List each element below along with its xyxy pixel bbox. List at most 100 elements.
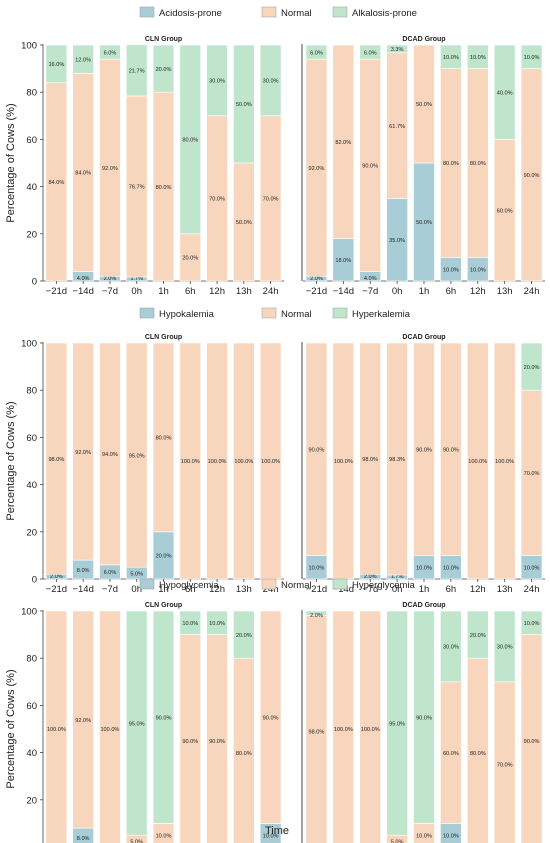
data-label: 90.0% <box>416 715 432 721</box>
data-label: 30.0% <box>443 645 459 651</box>
data-label: 100.0% <box>234 459 253 465</box>
panel-title: DCAD Group <box>402 334 445 341</box>
data-label: 6.0% <box>104 50 117 56</box>
data-label: 70.0% <box>524 471 540 477</box>
data-label: 10.0% <box>156 833 172 839</box>
legend-label-low: Acidosis-prone <box>159 8 222 19</box>
data-label: 95.0% <box>129 453 145 459</box>
bar-high <box>99 44 121 60</box>
bar-high <box>72 44 94 74</box>
x-tick-label: −14d <box>72 584 93 595</box>
data-label: 10.0% <box>416 833 432 839</box>
data-label: 80.0% <box>156 436 172 442</box>
data-label: 80.0% <box>236 751 252 757</box>
x-tick-label: 13h <box>236 286 252 297</box>
x-tick-label: 0h <box>392 286 403 297</box>
panel-title: CLN Group <box>145 602 182 609</box>
data-label: 6.0% <box>104 570 117 576</box>
data-label: 90.0% <box>209 739 225 745</box>
panel-title: DCAD Group <box>402 36 445 43</box>
y-tick-label: 100 <box>21 607 37 618</box>
x-tick-label: 24h <box>263 286 279 297</box>
chart-row-2: Hypokalemia Normal Hyperkalemia Percentage … <box>5 307 545 595</box>
y-tick-label: 0 <box>32 277 37 288</box>
x-tick-label: 24h <box>263 584 279 595</box>
x-tick-label: 1h <box>158 286 169 297</box>
data-label: 20.0% <box>470 633 486 639</box>
data-label: 10.0% <box>470 55 486 61</box>
y-tick-label: 80 <box>26 88 37 99</box>
legend-swatch-low <box>139 307 155 319</box>
bar-high <box>152 44 175 93</box>
cln-panel: CLN Group 2.0% 98.0% −21d 8.0% 92.0% −14d 6.0% 9… <box>42 334 284 595</box>
bar-high <box>520 342 543 391</box>
data-label: 8.0% <box>77 568 90 574</box>
y-axis-label: Percentage of Cows (%) <box>5 103 17 222</box>
cln-panel: CLN Group 84.0% 16.0% −21d 4.0% 84.0% 12.0% −14… <box>42 36 284 297</box>
x-tick-label: 13h <box>497 584 513 595</box>
data-label: 100.0% <box>495 459 514 465</box>
data-label: 30.0% <box>263 79 279 85</box>
x-tick-label: 13h <box>497 286 513 297</box>
x-tick-label: −14d <box>72 286 93 297</box>
x-tick-label: 12h <box>209 584 225 595</box>
bar-high <box>440 610 462 683</box>
data-label: 92.0% <box>102 166 118 172</box>
data-label: 2.0% <box>364 574 377 580</box>
data-label: 6.0% <box>364 50 377 56</box>
data-label: 90.0% <box>524 173 540 179</box>
bar-high <box>45 44 68 84</box>
y-tick-label: 40 <box>26 748 37 759</box>
data-label: 90.0% <box>443 447 459 453</box>
bar-high <box>259 44 282 117</box>
bar-normal <box>45 342 68 575</box>
bar-normal <box>440 342 462 556</box>
data-label: 20.0% <box>236 633 252 639</box>
data-label: 94.0% <box>102 452 118 458</box>
data-label: 90.0% <box>263 715 279 721</box>
data-label: 100.0% <box>47 727 66 733</box>
y-axis-label: Percentage of Cows (%) <box>5 669 17 788</box>
y-tick-label: 80 <box>26 386 37 397</box>
data-label: 10.0% <box>443 267 459 273</box>
data-label: 3.3% <box>391 47 404 53</box>
data-label: 4.0% <box>77 276 90 282</box>
legend-swatch-high <box>332 6 348 18</box>
data-label: 98.0% <box>309 730 325 736</box>
legend-label-high: Hyperglycemia <box>352 580 416 591</box>
data-label: 82.0% <box>335 140 351 146</box>
bar-high <box>125 610 148 836</box>
x-tick-label: −7d <box>362 584 378 595</box>
cln-panel: CLN Group100.0%−21d8.0%92.0%−14d100.0%−7… <box>42 602 282 843</box>
data-label: 10.0% <box>524 621 540 627</box>
data-label: 12.0% <box>75 57 91 63</box>
bar-high <box>413 610 435 824</box>
y-tick-label: 60 <box>26 135 37 146</box>
data-label: 90.0% <box>524 739 540 745</box>
data-label: 70.0% <box>209 197 225 203</box>
x-tick-label: 6h <box>185 584 196 595</box>
legend-swatch-low <box>139 6 155 18</box>
x-tick-label: −7d <box>362 286 378 297</box>
data-label: 80.0% <box>443 161 459 167</box>
x-tick-label: 0h <box>392 584 403 595</box>
bar-high <box>466 610 489 659</box>
bar-normal <box>413 342 435 556</box>
x-tick-label: 24h <box>524 286 540 297</box>
x-axis-label: Time <box>265 825 289 837</box>
x-tick-label: 12h <box>470 584 486 595</box>
bar-normal <box>332 44 355 239</box>
y-tick-label: 0 <box>32 575 37 586</box>
data-label: 50.0% <box>416 220 432 226</box>
legend: Hypoglycemia Normal Hyperglycemia <box>139 578 416 591</box>
data-label: 20.0% <box>524 365 540 371</box>
x-tick-label: 1h <box>158 584 169 595</box>
data-label: 90.0% <box>416 447 432 453</box>
bar-high <box>493 44 516 140</box>
data-label: 61.7% <box>389 124 405 130</box>
bar-high <box>386 610 408 836</box>
data-label: 10.0% <box>309 565 325 571</box>
data-label: 70.0% <box>263 197 279 203</box>
data-label: 10.0% <box>443 55 459 61</box>
